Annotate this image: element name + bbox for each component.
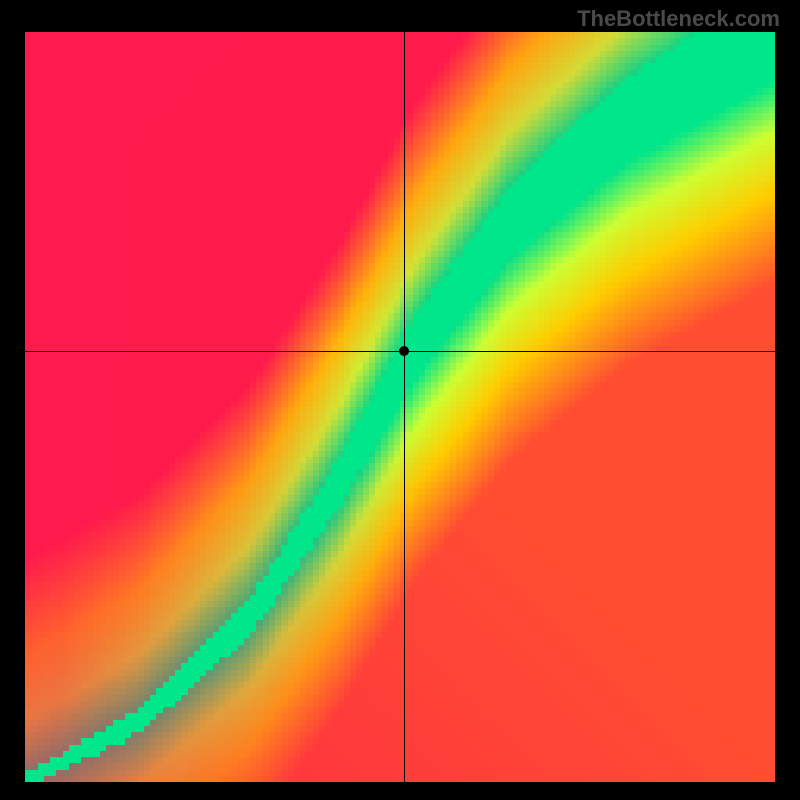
marker-dot [399, 346, 409, 356]
crosshair-vertical [404, 32, 405, 782]
plot-area [25, 32, 775, 782]
heatmap-canvas [25, 32, 775, 782]
chart-container: TheBottleneck.com [0, 0, 800, 800]
watermark-text: TheBottleneck.com [577, 6, 780, 32]
